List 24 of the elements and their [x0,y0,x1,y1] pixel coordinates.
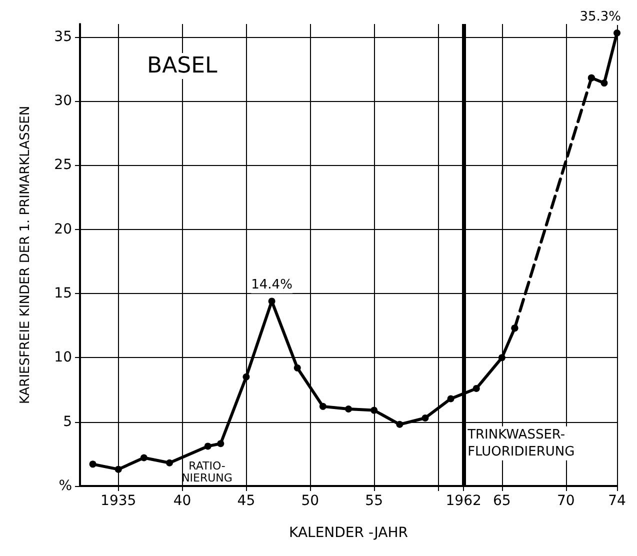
x-tick-label: 1962 [446,493,482,509]
x-tick-label: 70 [556,493,575,509]
text: BASEL [147,54,218,78]
y-tick-label: 25 [54,157,72,174]
x-tick-label: 40 [173,493,192,509]
y-tick-label: 5 [63,414,72,430]
y-tick-label: 20 [54,221,72,238]
x-tick-label: 1935 [100,493,136,509]
x-tick-label: 50 [301,493,320,509]
annotation: 14.4% [251,278,292,293]
x-tick-label: 65 [493,493,511,509]
x-tick-label: 55 [365,493,383,509]
y-tick-label: 10 [54,350,72,366]
y-axis-title: KARIESFREIE KINDER DER 1. PRIMARKLASSEN [18,106,33,404]
y-tick-label: 35 [54,28,72,45]
x-axis-title: KALENDER -JAHR [289,525,408,541]
annotation: RATIO- NIERUNG [182,460,232,484]
annotation: 35.3% [580,9,621,24]
y-tick-label: 30 [54,93,72,109]
ref-line-label: TRINKWASSER- FLUORIDIERUNG [466,427,575,460]
y-tick-label: % [58,478,72,494]
x-tick-label: 45 [237,493,256,509]
y-tick-label: 15 [54,286,72,302]
x-tick-label: 74 [608,493,626,509]
